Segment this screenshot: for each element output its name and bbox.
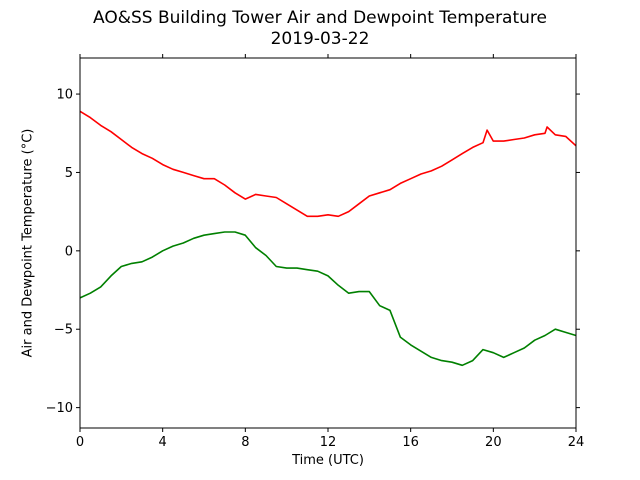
y-tick-label: 5 — [65, 166, 73, 181]
x-tick-label: 0 — [76, 435, 84, 450]
y-tick-label: −10 — [46, 401, 73, 416]
x-tick-label: 20 — [485, 435, 502, 450]
series-line-0 — [79, 110, 577, 218]
x-axis-label: Time (UTC) — [292, 453, 364, 468]
y-axis-label: Air and Dewpoint Temperature (°C) — [20, 128, 36, 358]
y-tick-label: 0 — [65, 244, 73, 259]
x-tick-label: 24 — [568, 435, 585, 450]
series-line-1 — [79, 231, 577, 367]
x-tick-label: 4 — [159, 435, 167, 450]
chart-title: AO&SS Building Tower Air and Dewpoint Te… — [92, 8, 547, 28]
x-tick-label: 16 — [402, 435, 419, 450]
y-tick-label: −5 — [54, 323, 73, 338]
x-tick-label: 12 — [320, 435, 337, 450]
x-tick-label: 8 — [241, 435, 249, 450]
chart-subtitle: 2019-03-22 — [270, 29, 370, 49]
y-tick-label: 10 — [56, 88, 73, 103]
axes-frame — [79, 57, 577, 429]
